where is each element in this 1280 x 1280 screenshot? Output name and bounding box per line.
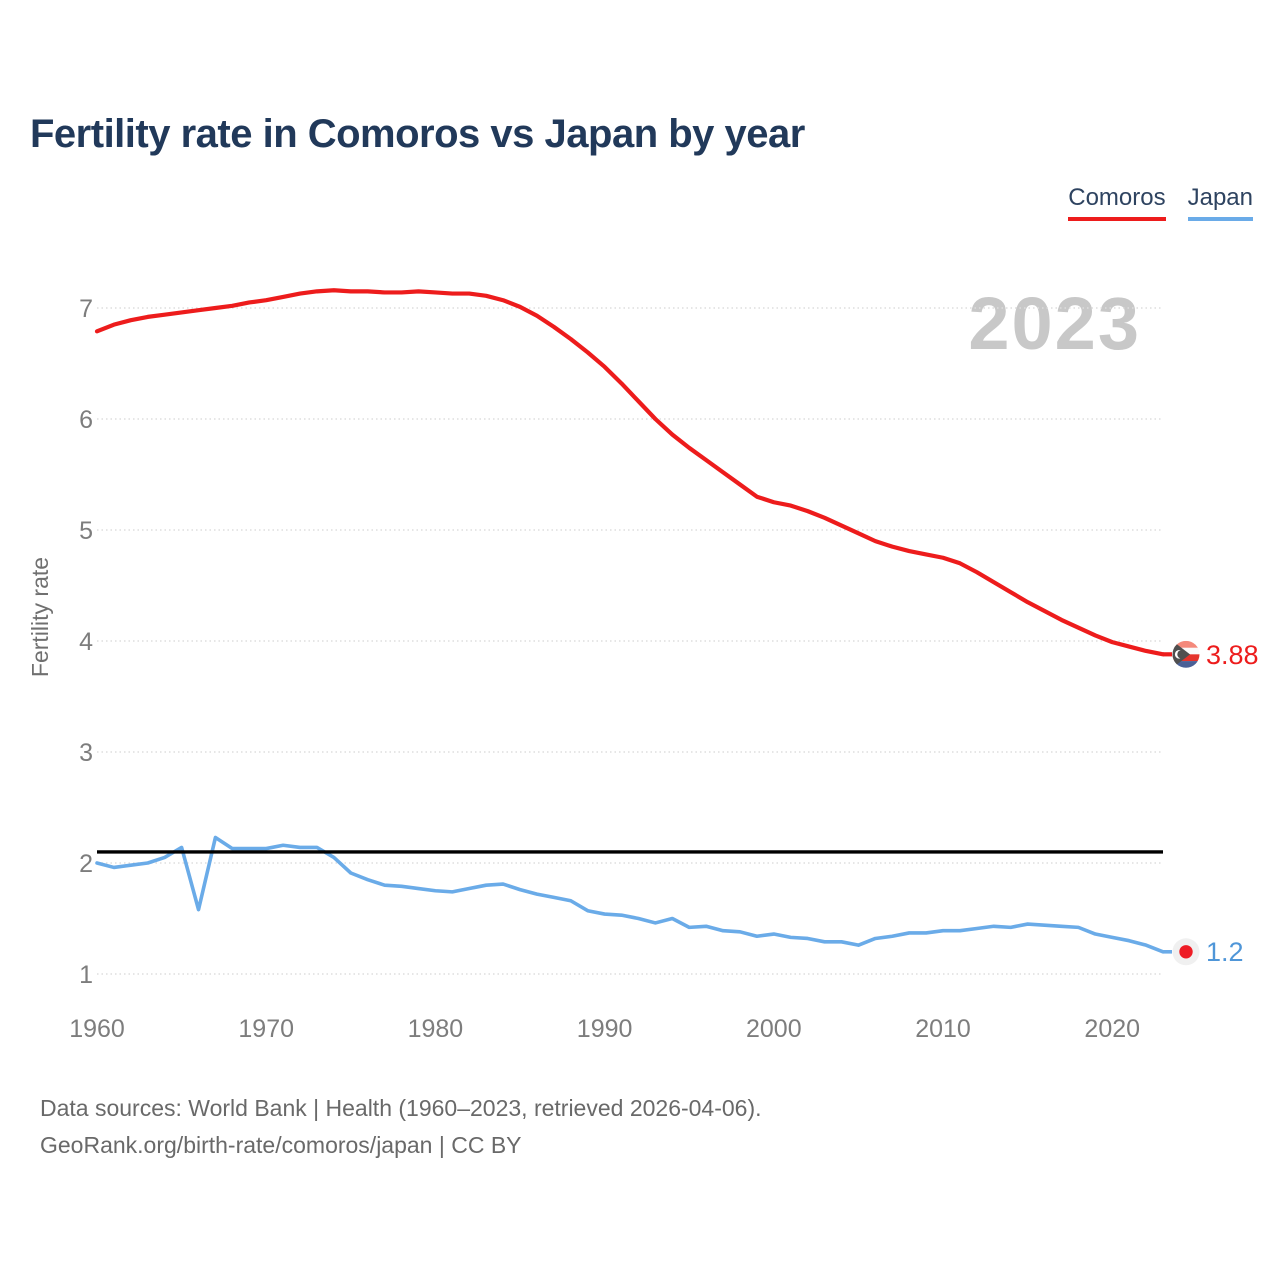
legend-item-comoros[interactable]: Comoros [1068, 184, 1166, 221]
japan-line [95, 835, 1165, 954]
footer-attribution-line: GeoRank.org/birth-rate/comoros/japan | C… [40, 1132, 522, 1158]
y-tick-label: 2 [79, 850, 93, 878]
legend: Comoros Japan [1068, 184, 1253, 221]
y-tick-label: 3 [79, 739, 93, 767]
x-tick-label: 2000 [746, 1015, 802, 1043]
y-tick-label: 5 [79, 517, 93, 545]
watermark-year: 2023 [968, 282, 1141, 365]
japan-end-value: 1.2 [1206, 937, 1244, 967]
x-tick-label: 2020 [1084, 1015, 1140, 1043]
footer: Data sources: World Bank | Health (1960–… [40, 1090, 762, 1164]
page-title: Fertility rate in Comoros vs Japan by ye… [30, 112, 805, 156]
y-tick-label: 6 [79, 406, 93, 434]
x-tick-label: 1960 [69, 1015, 125, 1043]
x-tick-label: 2010 [915, 1015, 971, 1043]
y-tick-label: 1 [79, 961, 93, 989]
y-axis-title: Fertility rate [27, 557, 53, 677]
y-tick-label: 7 [79, 295, 93, 323]
comoros-end-value: 3.88 [1206, 640, 1259, 670]
legend-item-japan[interactable]: Japan [1187, 184, 1253, 221]
footer-sources-line: Data sources: World Bank | Health (1960–… [40, 1095, 762, 1121]
x-tick-label: 1970 [238, 1015, 294, 1043]
x-tick-label: 1980 [408, 1015, 464, 1043]
japan-flag-icon [1172, 938, 1200, 966]
comoros-line [94, 288, 1166, 657]
comoros-flag-icon [1172, 640, 1200, 668]
x-tick-label: 1990 [577, 1015, 633, 1043]
y-tick-label: 4 [79, 628, 93, 656]
